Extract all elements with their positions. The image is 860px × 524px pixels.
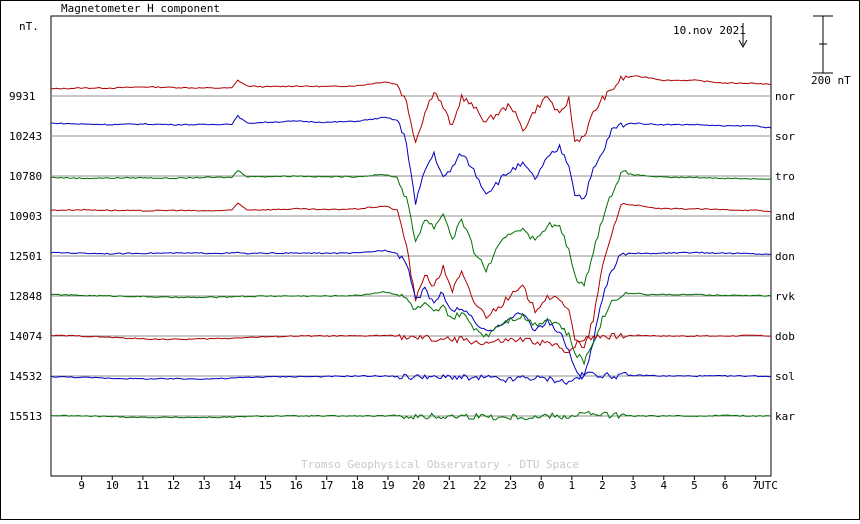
series-line-tro: [50, 170, 772, 288]
series-lines-group: [50, 75, 772, 421]
baseline-label-tro: 10780: [9, 170, 42, 183]
station-labels-group: nor sor tro and don rvk dob sol kar: [775, 90, 795, 423]
station-label-sol: sol: [775, 370, 795, 383]
x-tick-label: 1: [569, 479, 576, 492]
x-tick-label: 12: [167, 479, 180, 492]
baseline-labels-group: 9931 10243 10780 10903 12501 12848 14074 14532 1…: [9, 90, 42, 423]
watermark-text: Tromso Geophysical Observatory - DTU Spa…: [301, 458, 579, 471]
x-axis-tick-labels: 9 10 11 12 13 14 15 16 17 18 19 20 21 22 23 0 1 2 3 4 5 6 7: [78, 479, 759, 492]
scale-bar-label: 200 nT: [811, 74, 851, 87]
x-tick-label: 19: [381, 479, 394, 492]
x-tick-label: 4: [660, 479, 667, 492]
chart-title: Magnetometer H component: [61, 2, 220, 15]
baseline-label-dob: 14074: [9, 330, 42, 343]
x-tick-label: 18: [351, 479, 364, 492]
x-tick-label: 5: [691, 479, 698, 492]
station-label-don: don: [775, 250, 795, 263]
baseline-label-sor: 10243: [9, 130, 42, 143]
station-label-sor: sor: [775, 130, 795, 143]
x-axis-ticks: [81, 476, 757, 480]
x-tick-label: 20: [412, 479, 425, 492]
series-line-sor: [51, 114, 772, 205]
date-label: 10.nov 2021: [673, 24, 746, 37]
x-tick-label: 7: [752, 479, 759, 492]
x-tick-label: 16: [289, 479, 302, 492]
x-tick-label: 14: [228, 479, 242, 492]
series-line-dob: [50, 332, 772, 354]
baseline-label-kar: 15513: [9, 410, 42, 423]
station-label-nor: nor: [775, 90, 795, 103]
x-tick-label: 17: [320, 479, 333, 492]
baseline-label-sol: 14532: [9, 370, 42, 383]
baseline-label-rvk: 12848: [9, 290, 42, 303]
x-tick-label: 11: [136, 479, 149, 492]
station-label-dob: dob: [775, 330, 795, 343]
x-tick-label: 3: [630, 479, 637, 492]
baseline-label-and: 10903: [9, 210, 42, 223]
series-line-and: [50, 202, 772, 349]
x-tick-label: 15: [259, 479, 272, 492]
unit-label: nT.: [19, 20, 39, 33]
station-label-and: and: [775, 210, 795, 223]
x-tick-label: 13: [198, 479, 211, 492]
x-tick-label: 22: [473, 479, 486, 492]
baseline-label-don: 12501: [9, 250, 42, 263]
station-label-kar: kar: [775, 410, 795, 423]
baselines-group: [51, 95, 771, 417]
scale-bar: [813, 15, 833, 74]
x-tick-label: 2: [599, 479, 606, 492]
series-line-sol: [50, 371, 771, 385]
x-axis-label: UTC: [758, 479, 778, 492]
series-line-kar: [50, 410, 772, 421]
x-tick-label: 0: [538, 479, 545, 492]
plot-area: [50, 15, 772, 477]
x-tick-label: 21: [443, 479, 456, 492]
x-tick-label: 9: [78, 479, 85, 492]
station-label-tro: tro: [775, 170, 795, 183]
series-line-don: [50, 249, 772, 380]
x-tick-label: 6: [722, 479, 729, 492]
x-tick-label: 23: [504, 479, 517, 492]
date-arrow-icon: [738, 23, 748, 49]
x-tick-label: 10: [106, 479, 119, 492]
series-line-rvk: [50, 291, 772, 366]
baseline-label-nor: 9931: [9, 90, 36, 103]
station-label-rvk: rvk: [775, 290, 795, 303]
series-line-nor: [50, 75, 772, 144]
